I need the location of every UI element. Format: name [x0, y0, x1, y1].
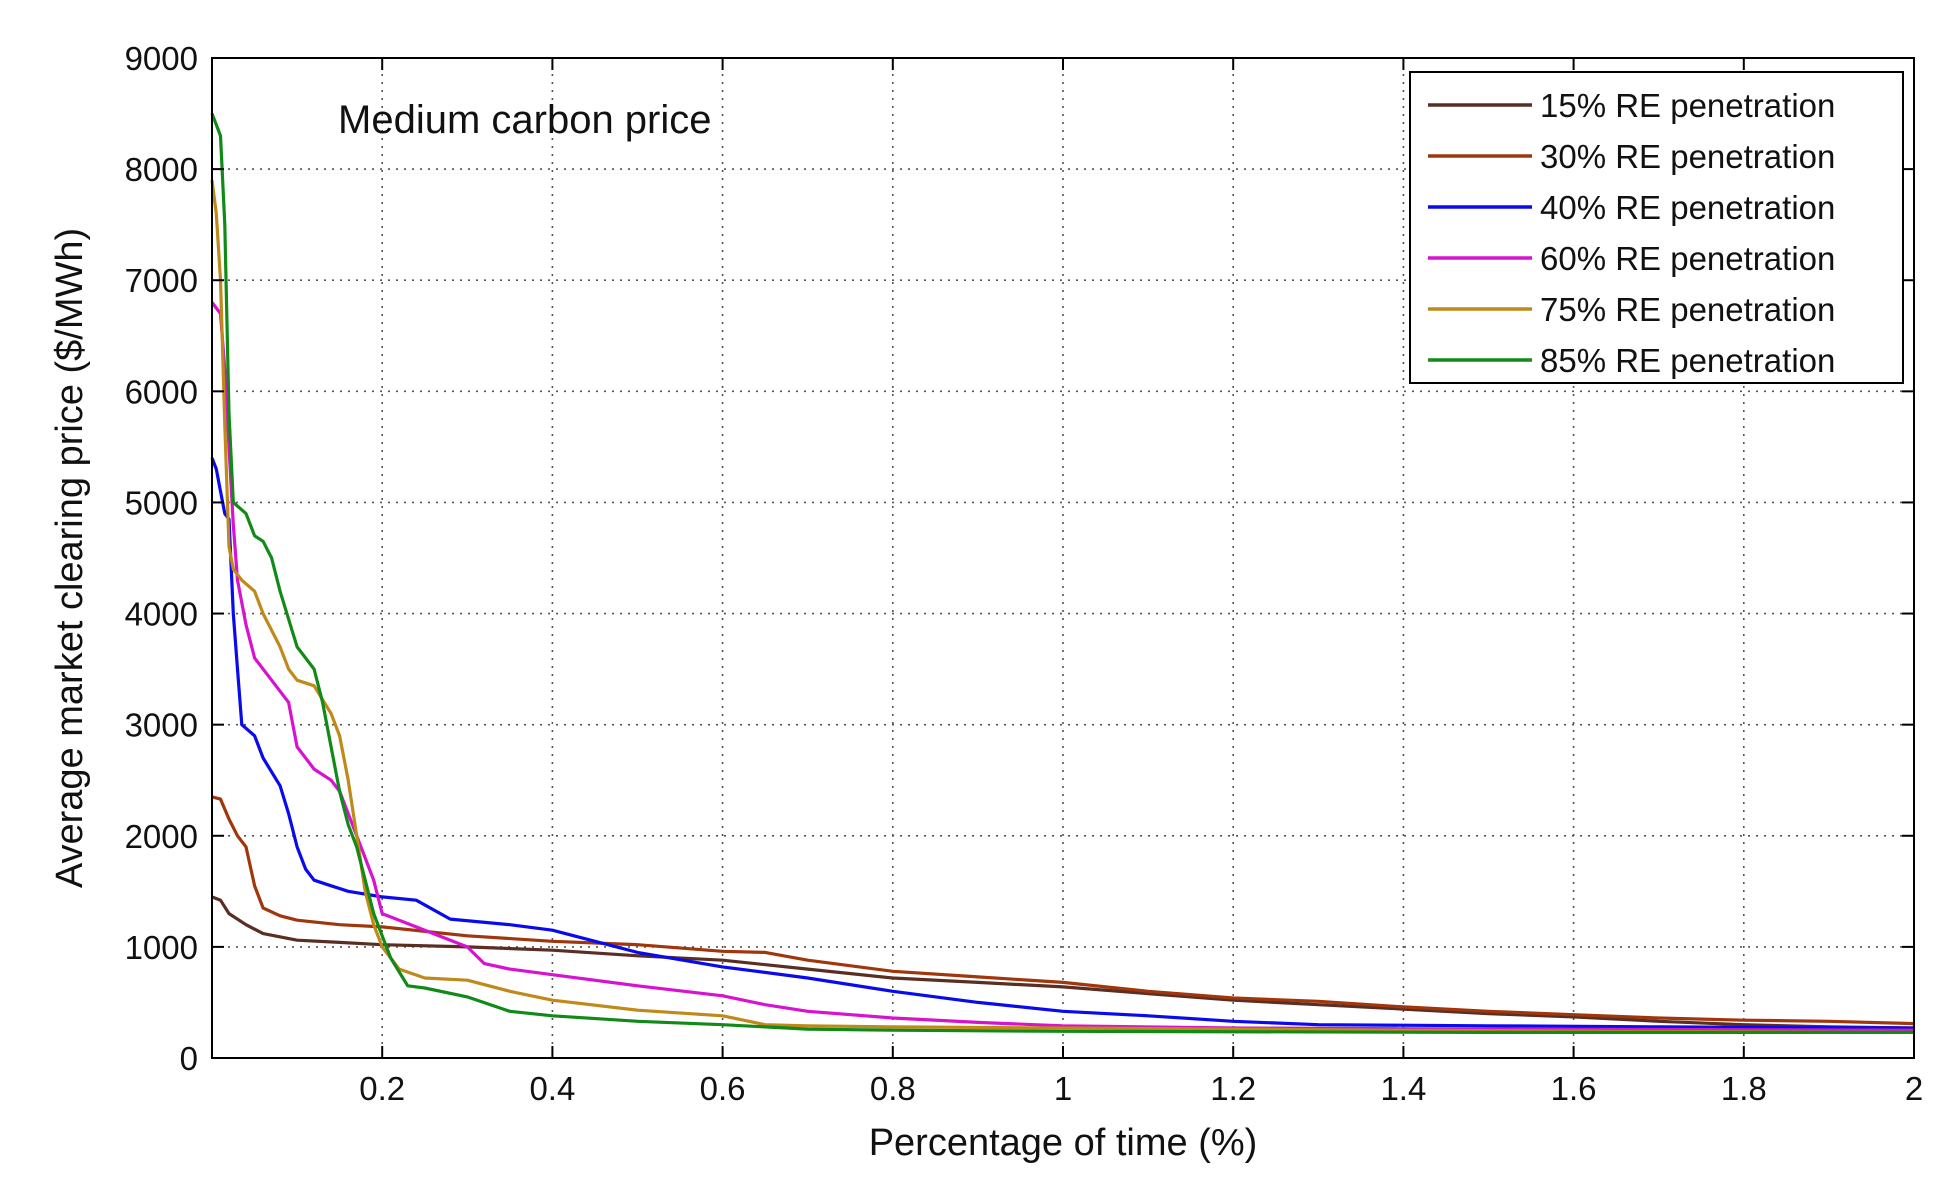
series-line-1 [211, 895, 1915, 1030]
axis-ticks [212, 57, 1915, 1059]
y-tick-label: 2000 [125, 818, 198, 855]
x-tick-label: 1.6 [1551, 1070, 1597, 1107]
legend-label: 60% RE penetration [1540, 240, 1835, 277]
y-tick-labels: 0 1000 2000 3000 4000 5000 6000 7000 8000 9000 [125, 40, 198, 1077]
y-tick-label: 4000 [125, 596, 198, 633]
x-tick-label: 0.8 [870, 1070, 916, 1107]
legend-items: 15% RE penetration 30% RE penetration 40% … [1428, 87, 1835, 379]
x-tick-label: 0.4 [529, 1070, 575, 1107]
y-tick-label: 3000 [125, 707, 198, 744]
x-tick-label: 0.2 [359, 1070, 405, 1107]
x-tick-label: 1.8 [1721, 1070, 1767, 1107]
series-line-2 [211, 795, 1915, 1026]
chart-annotation: Medium carbon price [338, 98, 712, 142]
legend-label: 85% RE penetration [1540, 342, 1835, 379]
x-tick-label: 1.2 [1210, 1070, 1256, 1107]
legend-label: 15% RE penetration [1540, 87, 1835, 124]
legend-box [1409, 71, 1904, 384]
legend-label: 40% RE penetration [1540, 189, 1835, 226]
legend: 15% RE penetration 30% RE penetration 40% … [1409, 71, 1904, 384]
series-line-5 [210, 179, 1915, 1035]
y-tick-label: 9000 [125, 40, 198, 77]
y-axis-title: Average market clearing price ($/MWh) [49, 228, 91, 888]
series-line-4 [210, 301, 1915, 1032]
series-lines [210, 113, 1915, 1035]
x-tick-label: 1.4 [1380, 1070, 1426, 1107]
legend-label: 75% RE penetration [1540, 291, 1835, 328]
y-tick-label: 5000 [125, 484, 198, 521]
y-tick-label: 8000 [125, 151, 198, 188]
x-tick-label: 0.6 [700, 1070, 746, 1107]
y-tick-label: 7000 [125, 262, 198, 299]
y-tick-label: 1000 [125, 929, 198, 966]
x-tick-label: 2 [1905, 1070, 1923, 1107]
x-tick-labels: 0.2 0.4 0.6 0.8 1 1.2 1.4 1.6 1.8 2 [359, 1070, 1923, 1107]
grid-lines [212, 58, 1914, 1058]
x-tick-label: 1 [1054, 1070, 1072, 1107]
legend-label: 30% RE penetration [1540, 138, 1835, 175]
y-tick-label: 0 [180, 1040, 198, 1077]
series-line-6 [210, 113, 1914, 1035]
x-axis-title: Percentage of time (%) [869, 1122, 1258, 1164]
y-tick-label: 6000 [125, 373, 198, 410]
series-line-3 [210, 457, 1915, 1030]
